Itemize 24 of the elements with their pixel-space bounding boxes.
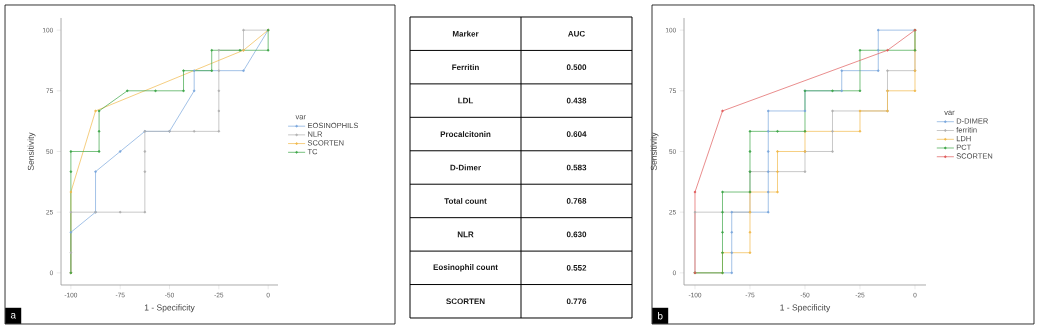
text: 0.583	[566, 164, 587, 171]
text: LDL	[458, 97, 474, 104]
text: Total count	[444, 197, 487, 204]
y-axis-title: Sensitivity	[650, 132, 659, 171]
text: AUC	[568, 30, 585, 37]
x-axis-title: 1 - Specificity	[780, 304, 831, 313]
text: SCORTEN	[446, 298, 485, 305]
text: b	[658, 312, 663, 320]
text: Marker	[452, 30, 479, 37]
text: D-Dimer	[450, 164, 481, 171]
x-axis-title: 1 - Specificity	[144, 304, 195, 313]
text: 0.604	[566, 131, 587, 137]
text: Procalcitonin	[440, 131, 491, 137]
text: 0.630	[566, 231, 587, 238]
text: Ferritin	[452, 64, 479, 71]
text: NLR	[457, 231, 474, 238]
text: 0.768	[566, 198, 587, 204]
text: a	[10, 313, 17, 319]
text: 0.438	[566, 97, 587, 104]
text: 0.552	[566, 264, 587, 271]
y-axis-title: Sensitivity	[27, 132, 36, 171]
text: 0.776	[566, 298, 587, 305]
text: Eosinophil count	[433, 264, 498, 272]
text: 0.500	[566, 64, 587, 70]
